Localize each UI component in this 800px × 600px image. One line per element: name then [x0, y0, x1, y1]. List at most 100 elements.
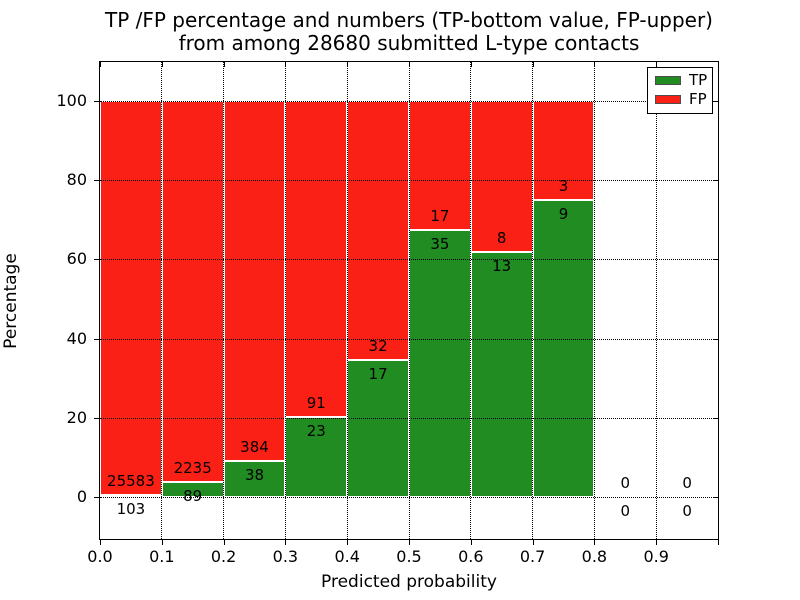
x-tick-mark-top [161, 62, 163, 67]
plot-area [99, 61, 719, 540]
x-tick-mark [223, 540, 225, 545]
fp-count-label: 8 [496, 228, 507, 247]
x-tick-mark-top [223, 62, 225, 67]
x-tick-label: 0.8 [581, 547, 608, 566]
chart-title: TP /FP percentage and numbers (TP-bottom… [99, 9, 719, 55]
x-tick-label: 0.6 [458, 547, 484, 566]
y-tick-label: 0 [76, 487, 87, 506]
vertical-gridline [161, 62, 163, 539]
y-tick-mark-right [713, 497, 718, 498]
x-tick-mark [161, 540, 163, 545]
horizontal-gridline [100, 338, 718, 340]
tp-bar-segment [532, 199, 595, 497]
x-tick-mark [718, 540, 719, 545]
fp-count-label: 32 [368, 336, 388, 355]
fp-count-label: 91 [306, 394, 326, 413]
fp-count-label: 0 [620, 474, 631, 492]
y-tick-label: 20 [66, 407, 87, 427]
y-tick-mark-right [713, 259, 718, 261]
x-tick-label: 0.3 [272, 547, 299, 566]
legend-label-tp: TP [689, 71, 708, 89]
x-tick-mark-top [470, 62, 472, 67]
tp-count-label: 13 [492, 256, 512, 275]
x-tick-mark [470, 540, 472, 545]
horizontal-gridline [100, 259, 718, 261]
tp-count-label: 0 [620, 502, 631, 520]
fp-count-label: 25583 [107, 472, 155, 491]
tp-swatch-icon [655, 76, 681, 85]
tp-bar-segment [470, 251, 533, 497]
tp-count-label: 9 [558, 204, 569, 223]
legend-label-fp: FP [689, 90, 707, 108]
x-tick-mark [285, 540, 287, 545]
x-tick-mark-top [100, 62, 101, 67]
x-tick-mark-top [656, 62, 658, 67]
fp-bar-segment [161, 100, 224, 482]
y-tick-mark-right [713, 180, 718, 182]
horizontal-gridline [100, 100, 718, 102]
vertical-gridline [408, 62, 410, 539]
y-tick-label: 100 [56, 90, 87, 110]
y-tick-mark [94, 180, 99, 182]
y-tick-mark-right [713, 417, 718, 419]
tp-bar-segment [347, 359, 409, 497]
x-tick-mark [594, 540, 596, 545]
fp-count-label: 2235 [173, 458, 212, 477]
y-tick-mark [94, 497, 99, 498]
fp-count-label: 0 [682, 474, 692, 492]
x-tick-label: 0.4 [334, 547, 360, 566]
y-tick-label: 60 [66, 249, 87, 269]
x-tick-mark-top [409, 62, 410, 67]
tp-count-label: 0 [682, 502, 692, 520]
fp-bar-segment [100, 100, 162, 496]
x-axis-label: Predicted probability [321, 572, 497, 592]
x-tick-label: 0.7 [519, 547, 546, 566]
horizontal-gridline [100, 417, 718, 419]
fp-count-label: 384 [240, 438, 269, 457]
y-tick-mark [94, 100, 99, 102]
x-tick-mark [100, 540, 101, 545]
vertical-gridline [532, 62, 534, 539]
tp-count-label: 89 [183, 486, 203, 505]
x-tick-mark-top [532, 62, 534, 67]
vertical-gridline [593, 62, 595, 539]
chart-title-line2: from among 28680 submitted L-type contac… [178, 31, 640, 55]
y-axis-label: Percentage [1, 253, 21, 349]
legend-row-tp: TP [648, 71, 712, 90]
horizontal-gridline [100, 180, 718, 182]
vertical-gridline [470, 62, 472, 539]
x-tick-mark-top [285, 62, 287, 67]
fp-count-label: 3 [558, 176, 569, 195]
x-tick-mark [409, 540, 410, 545]
x-tick-mark-top [718, 62, 719, 67]
y-tick-mark [94, 259, 99, 261]
horizontal-gridline [100, 497, 718, 498]
y-tick-label: 80 [66, 170, 87, 190]
legend-row-fp: FP [648, 90, 712, 109]
x-tick-mark [656, 540, 658, 545]
chart-title-line1: TP /FP percentage and numbers (TP-bottom… [105, 8, 713, 32]
vertical-gridline [284, 62, 286, 539]
x-tick-label: 0.5 [396, 547, 422, 566]
fp-bar-segment [347, 100, 409, 360]
y-tick-mark [94, 417, 99, 419]
y-tick-mark-right [713, 100, 718, 102]
tp-count-label: 103 [116, 500, 146, 519]
tp-bar-segment [409, 230, 471, 497]
x-tick-mark [347, 540, 349, 545]
x-tick-label: 0.2 [210, 547, 237, 566]
tp-count-label: 23 [306, 422, 326, 441]
x-tick-label: 0.1 [149, 547, 175, 566]
y-tick-mark [94, 338, 99, 340]
legend: TP FP [647, 67, 713, 114]
fp-swatch-icon [655, 95, 681, 104]
vertical-gridline [655, 62, 657, 539]
x-tick-mark-top [347, 62, 349, 67]
vertical-gridline [223, 62, 225, 539]
x-tick-mark-top [594, 62, 596, 67]
x-tick-label: 0.0 [87, 547, 113, 566]
tp-count-label: 17 [368, 364, 388, 383]
vertical-gridline [346, 62, 348, 539]
x-tick-mark [532, 540, 534, 545]
